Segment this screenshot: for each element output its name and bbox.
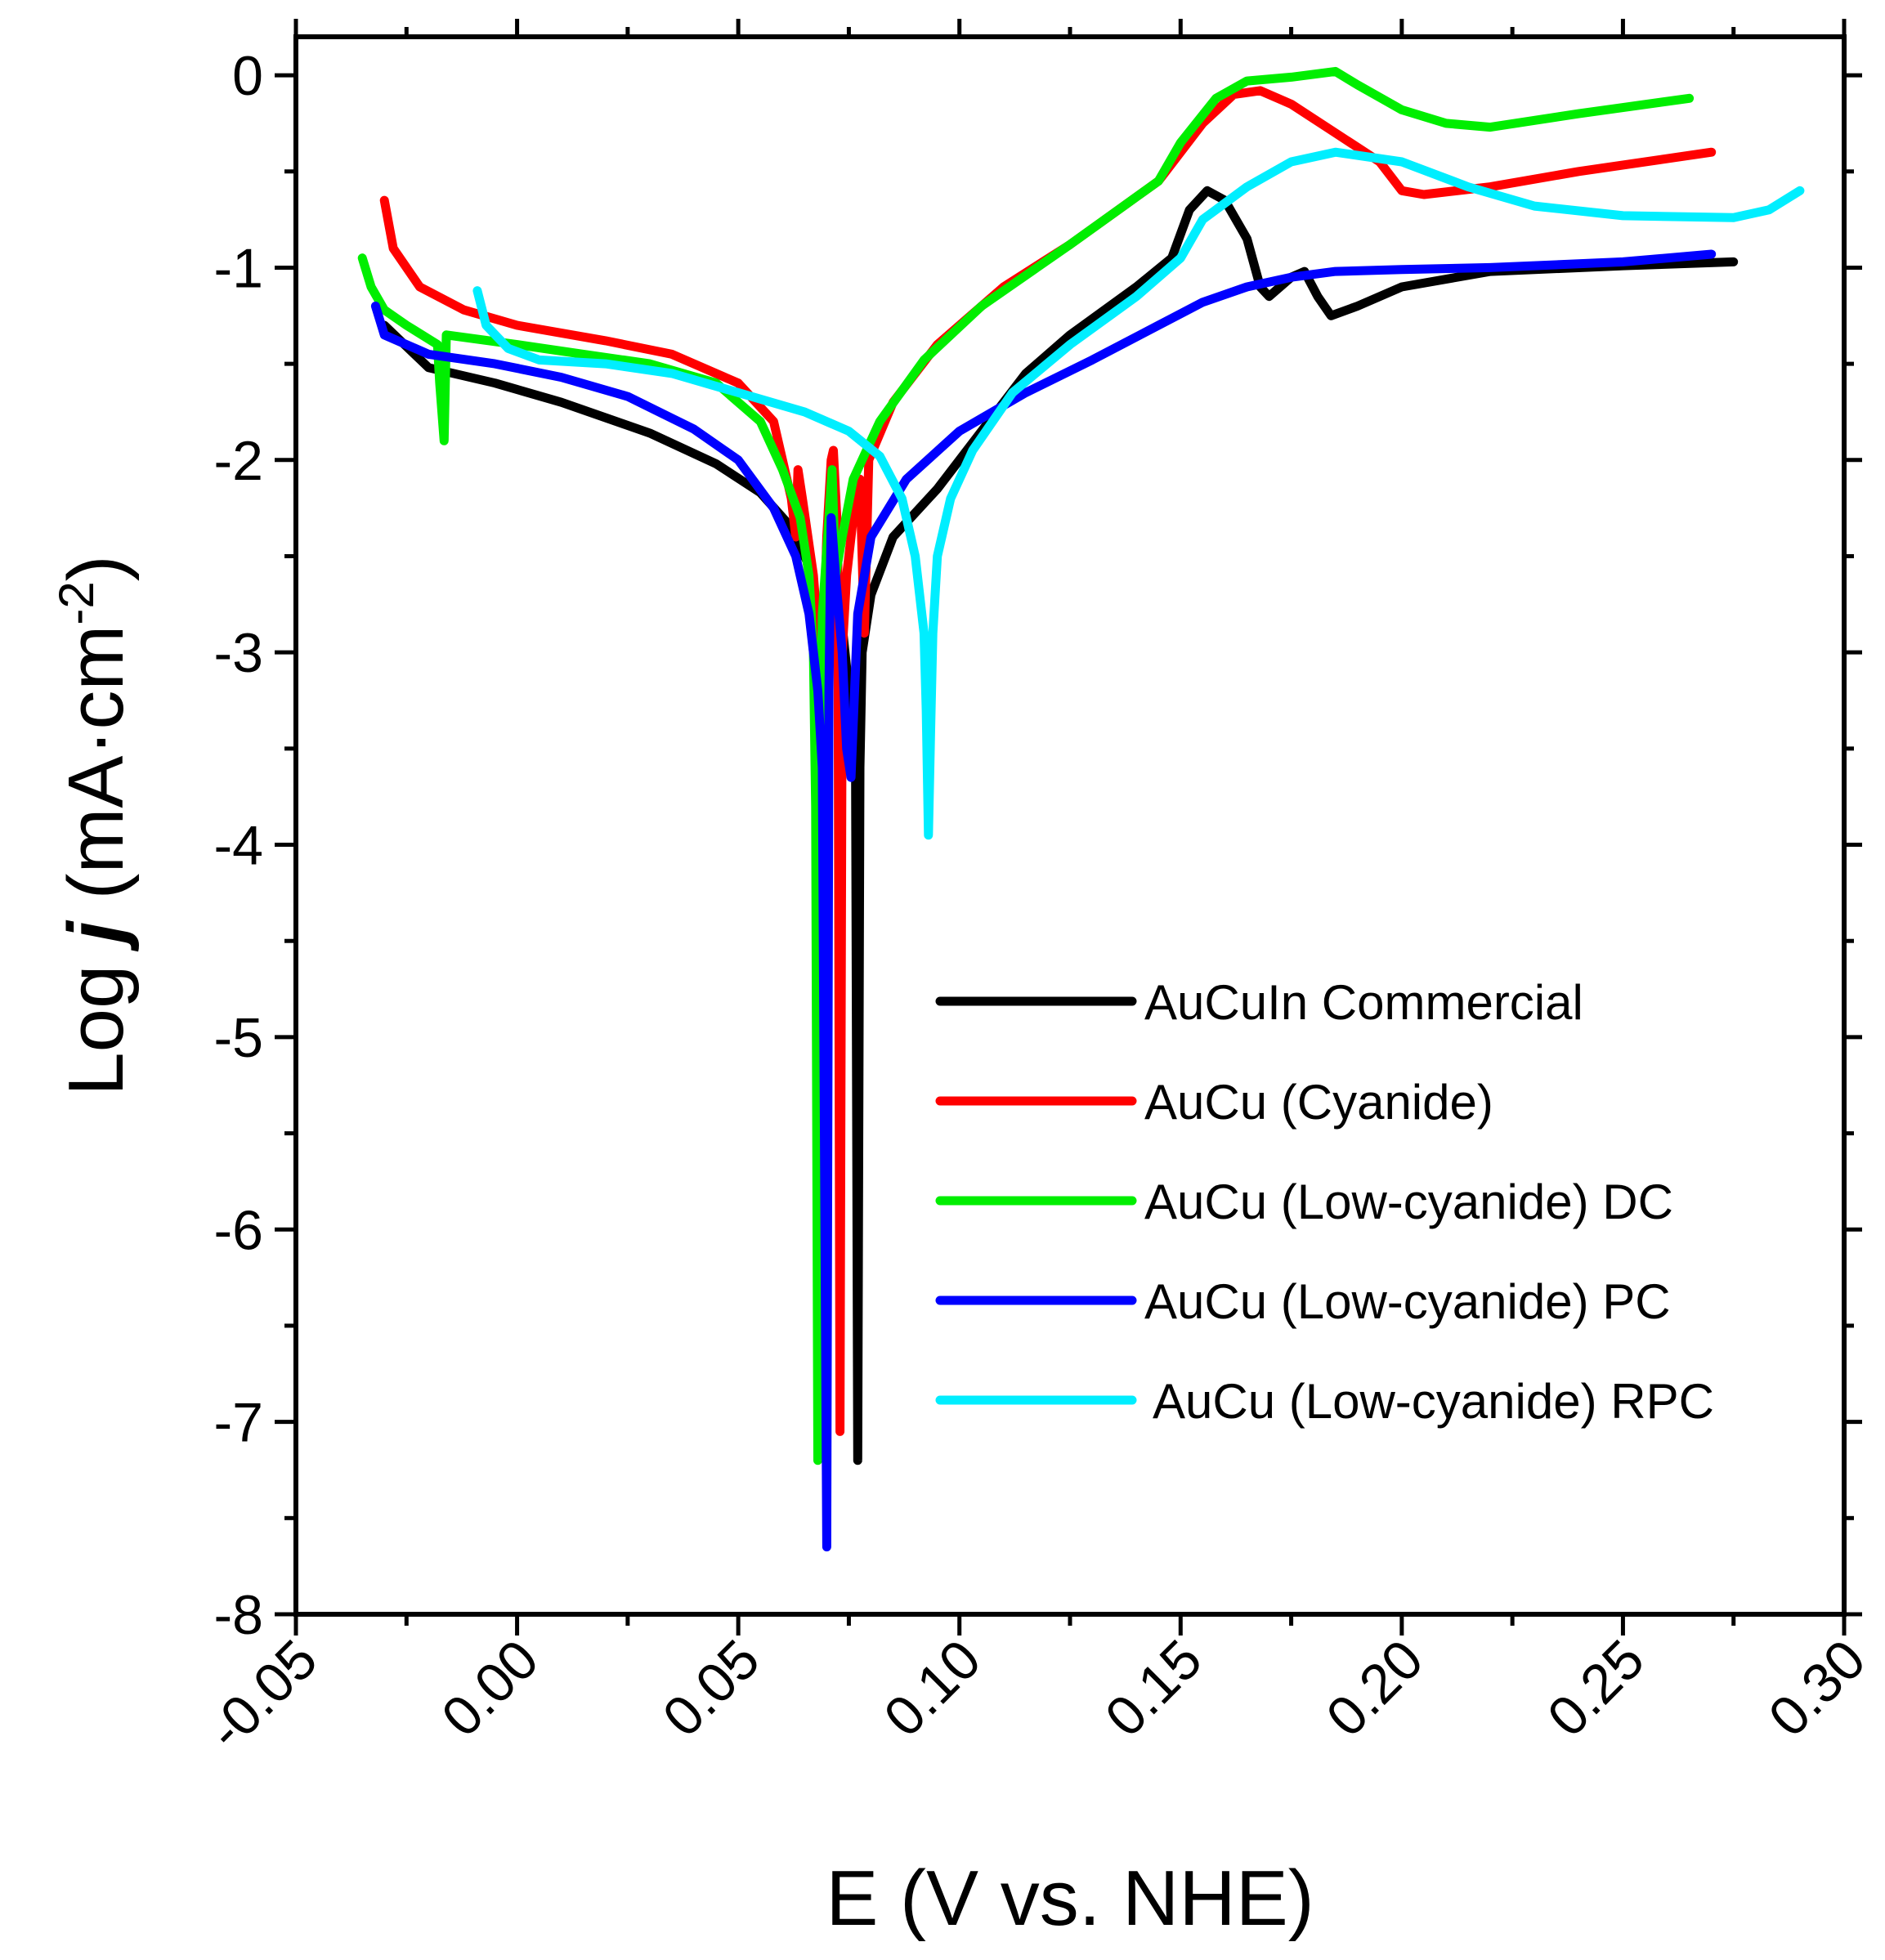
x-tick-label: 0.25 [1536,1628,1656,1748]
y-axis-title: Log j (mA·cm-2) [49,555,140,1095]
series-line-3 [357,66,1695,1466]
legend-label-1: AuCuIn Commercial [1144,975,1583,1030]
y-tick-label: -5 [214,1007,263,1069]
y-tick-label: -2 [214,430,263,492]
y-tick-label: -7 [214,1392,263,1454]
x-tick-label: 0.00 [430,1628,550,1748]
y-tick-label: -4 [214,815,263,877]
y-axis-title-close: ) [52,555,140,581]
y-axis-title-sup: -2 [49,581,104,624]
x-tick-label: 0.15 [1094,1628,1214,1748]
y-axis-title-unit: (mA·cm [52,625,140,922]
legend: AuCuIn Commercial AuCu (Cyanide) AuCu (Low… [935,975,1714,1429]
y-tick-label: -6 [214,1199,263,1261]
series-line-5 [472,147,1805,840]
legend-label-5: AuCu (Low-cyanide) RPC [1153,1374,1714,1429]
legend-label-2: AuCu (Cyanide) [1144,1075,1493,1130]
y-tick-label: 0 [232,45,263,107]
y-tick-label: -1 [214,237,263,299]
y-axis-title-prefix: Log [52,943,140,1096]
legend-label-3: AuCu (Low-cyanide) DC [1144,1175,1673,1229]
series-line-4 [370,249,1717,1552]
series-layer [357,66,1805,1552]
x-tick-label: 0.20 [1314,1628,1435,1748]
y-tick-label: -3 [214,622,263,684]
x-tick-label: 0.30 [1757,1628,1877,1748]
x-axis-title: E (V vs. NHE) [826,1855,1314,1942]
x-tick-label: 0.10 [872,1628,992,1748]
x-tick-label: -0.05 [195,1628,329,1761]
y-tick-label: -8 [214,1584,263,1646]
legend-label-4: AuCu (Low-cyanide) PC [1144,1274,1671,1329]
x-axis-ticks: -0.05 0.00 0.05 0.10 0.15 0.20 0.25 0.30 [195,19,1878,1761]
series-line-2 [379,86,1717,1436]
y-axis-ticks: -8 -7 -6 -5 -4 -3 -2 -1 0 [214,45,1862,1646]
x-tick-label: 0.05 [651,1628,771,1748]
